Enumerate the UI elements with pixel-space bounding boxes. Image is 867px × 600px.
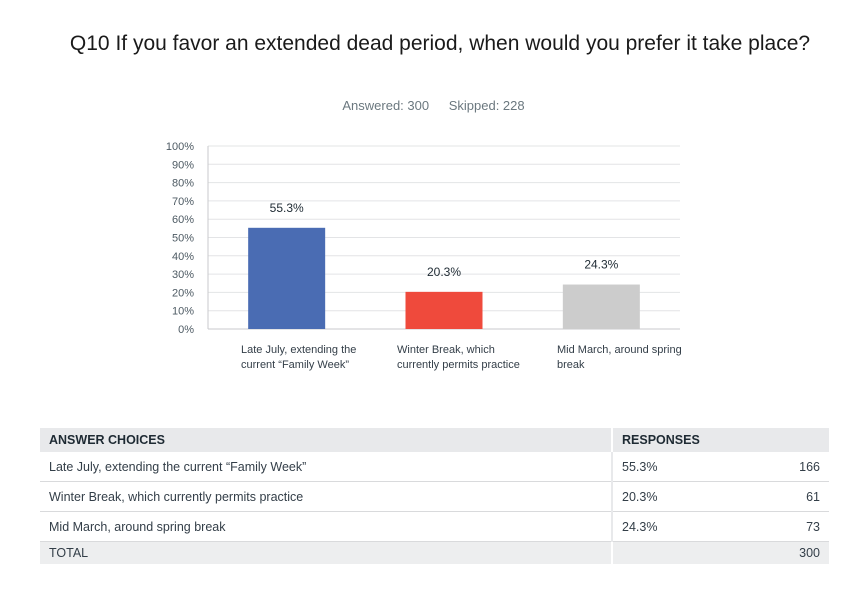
count-cell: 166 bbox=[751, 452, 829, 482]
y-tick-label: 70% bbox=[172, 196, 194, 208]
table-row: Mid March, around spring break 24.3% 73 bbox=[40, 511, 829, 542]
count-cell: 61 bbox=[751, 481, 829, 512]
y-tick-label: 20% bbox=[172, 287, 194, 299]
percent-cell: 20.3% bbox=[611, 481, 751, 512]
skipped-count: Skipped: 228 bbox=[448, 98, 525, 113]
y-tick-label: 0% bbox=[178, 324, 194, 336]
question-title: Q10 If you favor an extended dead period… bbox=[69, 32, 811, 55]
percent-cell: 55.3% bbox=[611, 452, 751, 482]
choice-cell: Late July, extending the current “Family… bbox=[40, 452, 612, 482]
table-header-row: ANSWER CHOICES RESPONSES bbox=[40, 428, 829, 452]
bar-value-label: 55.3% bbox=[270, 201, 304, 215]
x-category-label: Mid March, around spring break bbox=[557, 344, 682, 371]
y-tick-label: 30% bbox=[172, 269, 194, 281]
total-percent-cell bbox=[611, 541, 751, 564]
count-cell: 73 bbox=[751, 511, 829, 542]
responses-table: ANSWER CHOICES RESPONSES Late July, exte… bbox=[40, 428, 829, 564]
bar bbox=[562, 284, 640, 329]
responses-header: RESPONSES bbox=[611, 428, 829, 452]
bar bbox=[405, 291, 483, 329]
table-row: Late July, extending the current “Family… bbox=[40, 452, 829, 482]
choice-cell: Winter Break, which currently permits pr… bbox=[40, 481, 612, 512]
y-tick-label: 100% bbox=[166, 141, 194, 153]
x-category-label: Winter Break, which currently permits pr… bbox=[397, 344, 520, 371]
total-label: TOTAL bbox=[40, 541, 612, 564]
y-tick-label: 80% bbox=[172, 178, 194, 190]
y-tick-label: 60% bbox=[172, 214, 194, 226]
answer-choices-header: ANSWER CHOICES bbox=[40, 428, 612, 452]
total-count: 300 bbox=[751, 541, 829, 564]
response-stats: Answered: 300 Skipped: 228 bbox=[0, 98, 867, 113]
y-tick-label: 50% bbox=[172, 233, 194, 245]
y-tick-label: 10% bbox=[172, 306, 194, 318]
bar-value-label: 20.3% bbox=[427, 265, 461, 279]
y-tick-label: 40% bbox=[172, 251, 194, 263]
table-row: Winter Break, which currently permits pr… bbox=[40, 481, 829, 512]
answered-count: Answered: 300 bbox=[342, 98, 430, 113]
choice-cell: Mid March, around spring break bbox=[40, 511, 612, 542]
bar bbox=[248, 227, 326, 329]
x-category-label: Late July, extending the current “Family… bbox=[241, 344, 357, 371]
bar-value-label: 24.3% bbox=[584, 258, 618, 272]
y-tick-label: 90% bbox=[172, 159, 194, 171]
total-row: TOTAL 300 bbox=[40, 541, 829, 564]
percent-cell: 24.3% bbox=[611, 511, 751, 542]
